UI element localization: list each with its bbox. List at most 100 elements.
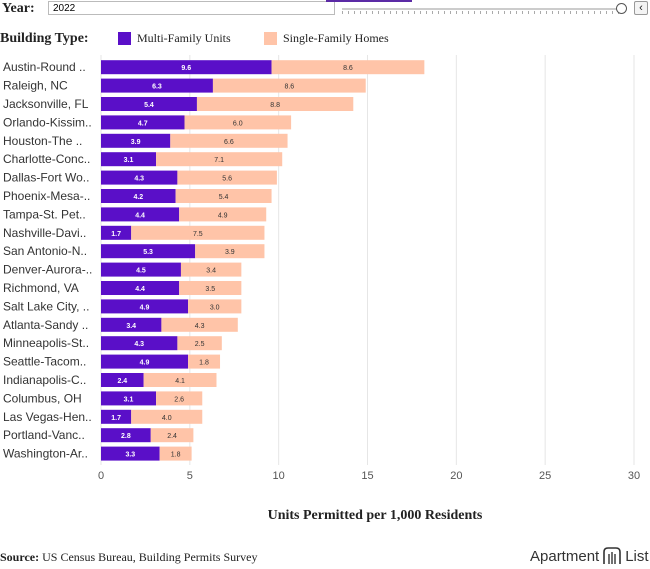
data-label: 5.4 xyxy=(219,194,229,201)
slider-progress xyxy=(326,0,412,2)
slider-tick xyxy=(600,11,601,14)
data-label: 6.3 xyxy=(152,84,162,91)
data-label: 5.3 xyxy=(143,249,153,256)
year-slider[interactable] xyxy=(326,0,632,18)
bar-multi-family xyxy=(101,60,272,75)
bar-single-family xyxy=(177,170,277,185)
category-label: Dallas-Fort Wo.. xyxy=(3,171,89,185)
data-label: 3.1 xyxy=(124,396,134,403)
data-label: 5.6 xyxy=(222,176,232,183)
slider-tick xyxy=(570,11,571,14)
bar-multi-family xyxy=(101,446,160,461)
legend-label-single-family: Single-Family Homes xyxy=(283,31,389,45)
bar-multi-family xyxy=(101,391,157,406)
data-label: 4.9 xyxy=(140,360,150,367)
bar-single-family xyxy=(156,391,203,406)
data-label: 1.7 xyxy=(111,231,121,238)
data-label: 1.7 xyxy=(111,415,121,422)
slider-tick xyxy=(402,11,403,14)
data-label: 4.3 xyxy=(134,176,144,183)
category-label: Seattle-Tacom.. xyxy=(3,355,86,369)
slider-tick xyxy=(456,11,457,14)
slider-ticks xyxy=(342,11,620,14)
slider-tick xyxy=(420,11,421,14)
slider-tick xyxy=(528,11,529,14)
brand-name: Apartment xyxy=(530,547,600,565)
data-label: 3.3 xyxy=(125,452,135,459)
slider-tick xyxy=(594,11,595,14)
bar-single-family xyxy=(188,354,221,369)
slider-tick xyxy=(504,11,505,14)
category-label: Charlotte-Conc.. xyxy=(3,152,90,166)
bar-multi-family xyxy=(101,354,189,369)
x-tick-label: 15 xyxy=(361,470,373,482)
slider-tick xyxy=(540,11,541,14)
bar-multi-family xyxy=(101,281,180,295)
data-label: 8.6 xyxy=(284,84,294,91)
bar-multi-family xyxy=(101,262,181,277)
bar-multi-family xyxy=(101,97,197,111)
category-label: Washington-Ar.. xyxy=(3,447,88,461)
data-label: 4.4 xyxy=(135,212,145,219)
slider-thumb[interactable] xyxy=(616,3,627,14)
slider-tick xyxy=(564,11,565,14)
data-label: 6.6 xyxy=(224,139,234,146)
bar-single-family xyxy=(170,133,288,148)
bar-single-family xyxy=(161,317,238,332)
slider-tick xyxy=(606,11,607,14)
data-label: 2.5 xyxy=(195,341,205,348)
data-label: 4.1 xyxy=(175,378,185,385)
x-tick-label: 25 xyxy=(539,470,551,482)
legend-swatch-multi-family xyxy=(118,32,131,45)
category-label: Tampa-St. Pet.. xyxy=(3,207,86,221)
bar-single-family xyxy=(188,299,242,314)
bar-single-family xyxy=(196,97,354,111)
prev-year-button[interactable]: ‹ xyxy=(634,1,648,15)
bar-single-family xyxy=(179,281,242,295)
slider-tick xyxy=(558,11,559,14)
bar-multi-family xyxy=(101,373,144,387)
slider-tick xyxy=(480,11,481,14)
data-label: 2.6 xyxy=(174,396,184,403)
slider-tick xyxy=(450,11,451,14)
data-label: 3.1 xyxy=(124,157,134,164)
slider-tick xyxy=(360,11,361,14)
data-label: 3.4 xyxy=(206,268,216,275)
slider-tick xyxy=(534,11,535,14)
slider-tick xyxy=(474,11,475,14)
category-label: Denver-Aurora-.. xyxy=(3,263,92,277)
bar-multi-family xyxy=(101,225,132,240)
source-text: US Census Bureau, Building Permits Surve… xyxy=(42,550,258,564)
category-label: Nashville-Davi.. xyxy=(3,226,86,240)
category-label: Atlanta-Sandy .. xyxy=(3,318,88,332)
category-label: Las Vegas-Hen.. xyxy=(3,410,92,424)
slider-tick xyxy=(576,11,577,14)
data-label: 2.4 xyxy=(117,378,127,385)
data-label: 4.5 xyxy=(136,268,146,275)
slider-tick xyxy=(486,11,487,14)
bar-multi-family xyxy=(101,170,178,185)
brand-logo: Apartment List xyxy=(530,546,649,566)
legend-title: Building Type: xyxy=(0,31,89,46)
legend-item-multi-family[interactable]: Multi-Family Units xyxy=(118,31,231,46)
data-label: 8.8 xyxy=(270,102,280,109)
legend-item-single-family[interactable]: Single-Family Homes xyxy=(264,31,389,46)
category-label: Portland-Vanc.. xyxy=(3,428,85,442)
source-note: Source: US Census Bureau, Building Permi… xyxy=(0,550,257,565)
data-label: 7.1 xyxy=(214,157,224,164)
x-tick-label: 30 xyxy=(628,470,640,482)
slider-tick xyxy=(354,11,355,14)
data-label: 4.7 xyxy=(138,120,148,127)
year-input[interactable] xyxy=(48,1,335,15)
slider-track[interactable] xyxy=(342,8,620,10)
data-label: 4.4 xyxy=(135,286,145,293)
bar-multi-family xyxy=(101,115,185,130)
slider-tick xyxy=(552,11,553,14)
slider-tick xyxy=(384,11,385,14)
bar-multi-family xyxy=(101,409,132,424)
data-label: 4.9 xyxy=(140,304,150,311)
slider-tick xyxy=(438,11,439,14)
year-label: Year: xyxy=(2,1,35,16)
category-label: Richmond, VA xyxy=(3,281,79,295)
data-label: 4.2 xyxy=(133,194,143,201)
